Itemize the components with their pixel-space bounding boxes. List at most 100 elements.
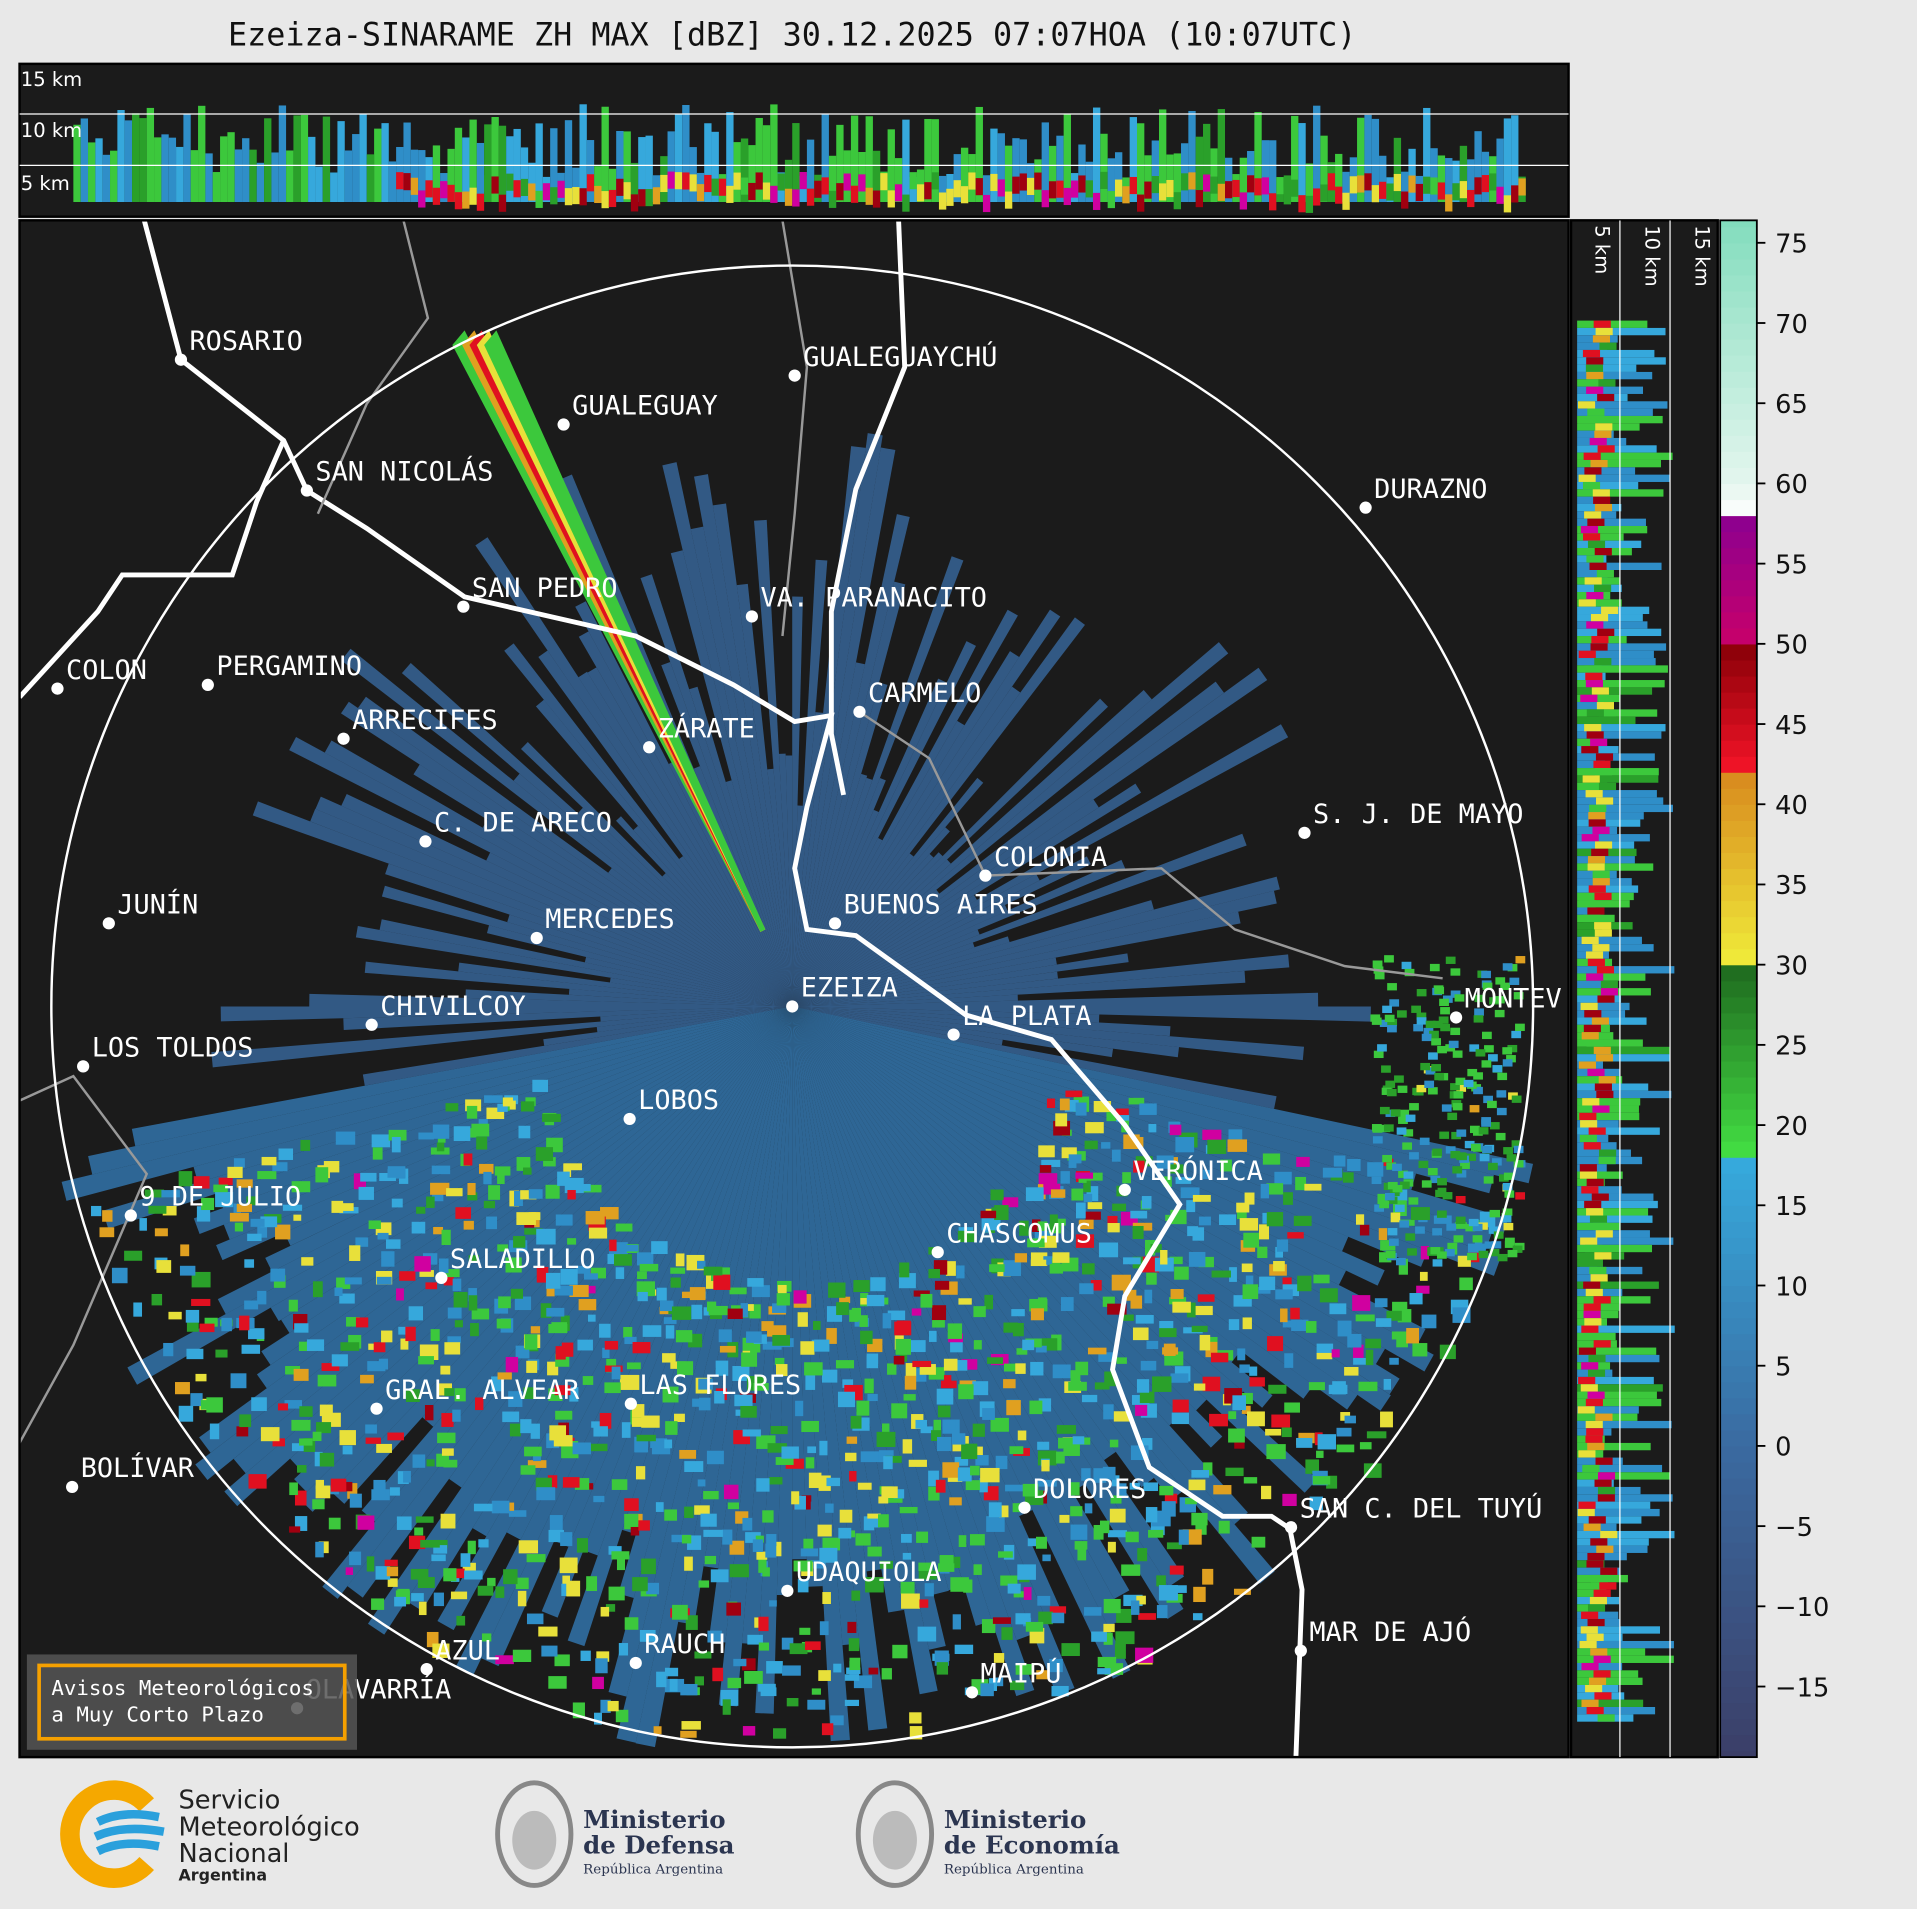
- echo-ray: [792, 617, 1085, 1007]
- echo-cell: [856, 1400, 870, 1416]
- profile-row: [1596, 797, 1614, 805]
- echo-cell: [371, 1134, 391, 1148]
- profile-col: [1173, 192, 1182, 210]
- echo-cell: [605, 1604, 616, 1612]
- profile-col: [975, 106, 983, 203]
- echo-ray: [322, 1006, 793, 1599]
- profile-col: [872, 190, 881, 208]
- echo-cell: [637, 1291, 648, 1302]
- echo-cell: [1025, 1187, 1044, 1201]
- profile-col: [792, 189, 800, 207]
- echo-cell: [319, 1404, 333, 1417]
- echo-ray: [88, 1006, 793, 1175]
- profile-col: [652, 187, 661, 205]
- echo-cell: [989, 1264, 1005, 1272]
- echo-cell: [849, 1657, 861, 1671]
- profile-row: [1585, 364, 1603, 372]
- echo-cell: [1382, 1005, 1392, 1014]
- echo-cell: [860, 1330, 873, 1345]
- profile-col: [1401, 171, 1409, 203]
- profile-row: [1585, 951, 1604, 959]
- echo-cell: [391, 1198, 403, 1208]
- echo-cell: [476, 1136, 488, 1150]
- profile-row: [1577, 459, 1662, 468]
- echo-cell: [1455, 1077, 1466, 1085]
- profile-row: [1585, 1288, 1603, 1297]
- echo-ray: [662, 462, 793, 1007]
- echo-cell: [1146, 1272, 1157, 1285]
- echo-cell: [1409, 1152, 1419, 1160]
- echo-cell: [591, 1421, 601, 1428]
- echo-cell: [444, 1388, 455, 1396]
- echo-cell: [671, 1306, 692, 1320]
- profile-col: [1430, 177, 1438, 195]
- echo-cell: [578, 1299, 597, 1311]
- profile-row: [1577, 819, 1641, 827]
- profile-row: [1588, 1516, 1606, 1524]
- profile-row: [1595, 1054, 1614, 1062]
- city-label: CHIVILCOY: [380, 991, 526, 1022]
- profile-row: [1577, 496, 1608, 504]
- echo-cell: [1387, 1181, 1398, 1190]
- colorbar-step: [1720, 1686, 1757, 1704]
- echo-cell: [381, 1330, 393, 1343]
- profile-col: [924, 182, 932, 200]
- echo-cell: [1416, 1084, 1427, 1093]
- echo-cell: [312, 1499, 325, 1510]
- echo-cell: [691, 1304, 703, 1320]
- city-dot: [931, 1246, 944, 1259]
- echo-cell: [1236, 1202, 1250, 1213]
- profile-row: [1597, 393, 1615, 402]
- echo-cell: [1102, 1296, 1115, 1307]
- profile-row: [1588, 885, 1606, 893]
- echo-cell: [1074, 1541, 1088, 1550]
- echo-cell: [864, 1378, 874, 1394]
- profile-col: [95, 138, 103, 203]
- echo-ray: [217, 1006, 793, 1315]
- echo-cell: [704, 1555, 717, 1565]
- echo-cell: [1451, 1131, 1462, 1140]
- echo-cell: [855, 1533, 871, 1546]
- colorbar-step: [1720, 1141, 1757, 1158]
- echo-cell: [394, 1596, 407, 1607]
- profile-row: [1589, 562, 1607, 570]
- warning-box[interactable]: Avisos Meteorológicos a Muy Corto Plazo: [26, 1654, 357, 1750]
- echo-cell: [1344, 1415, 1356, 1424]
- echo-cell: [635, 1466, 646, 1480]
- colorbar-step: [1720, 306, 1757, 324]
- profile-col: [1408, 148, 1416, 203]
- echo-cell: [1379, 1200, 1390, 1209]
- echo-cell: [1132, 1225, 1144, 1239]
- echo-ray: [792, 852, 943, 1007]
- echo-cell: [567, 1189, 576, 1200]
- echo-cell: [1312, 1476, 1331, 1485]
- echo-cell: [339, 1293, 355, 1304]
- coat-of-arms: [495, 1780, 574, 1888]
- profile-col: [388, 161, 397, 203]
- echo-ray: [357, 696, 793, 1007]
- echo-cell: [452, 1409, 461, 1422]
- profile-col: [960, 186, 969, 204]
- profile-col: [1188, 110, 1196, 203]
- profile-row: [1586, 1560, 1604, 1568]
- profile-row: [1586, 1706, 1604, 1715]
- echo-cell: [1030, 1361, 1044, 1376]
- echo-cell: [186, 1348, 204, 1360]
- echo-cell: [524, 1446, 542, 1457]
- colorbar-step: [1720, 1558, 1757, 1575]
- echo-ray: [475, 537, 793, 1007]
- echo-cell: [1075, 1172, 1094, 1179]
- echo-cell: [1494, 996, 1505, 1004]
- echo-cell: [1497, 1072, 1508, 1081]
- echo-cell: [1488, 1054, 1498, 1062]
- echo-cell: [199, 1323, 215, 1333]
- echo-cell: [1420, 1246, 1429, 1260]
- profile-col: [579, 188, 587, 206]
- coastline: [141, 220, 1305, 1758]
- echo-cell: [727, 1502, 739, 1510]
- profile-col: [726, 112, 734, 203]
- echo-ray: [289, 737, 793, 1007]
- echo-ray: [792, 581, 906, 1007]
- logo-text: de Defensa: [583, 1831, 734, 1860]
- echo-cell: [414, 1256, 431, 1272]
